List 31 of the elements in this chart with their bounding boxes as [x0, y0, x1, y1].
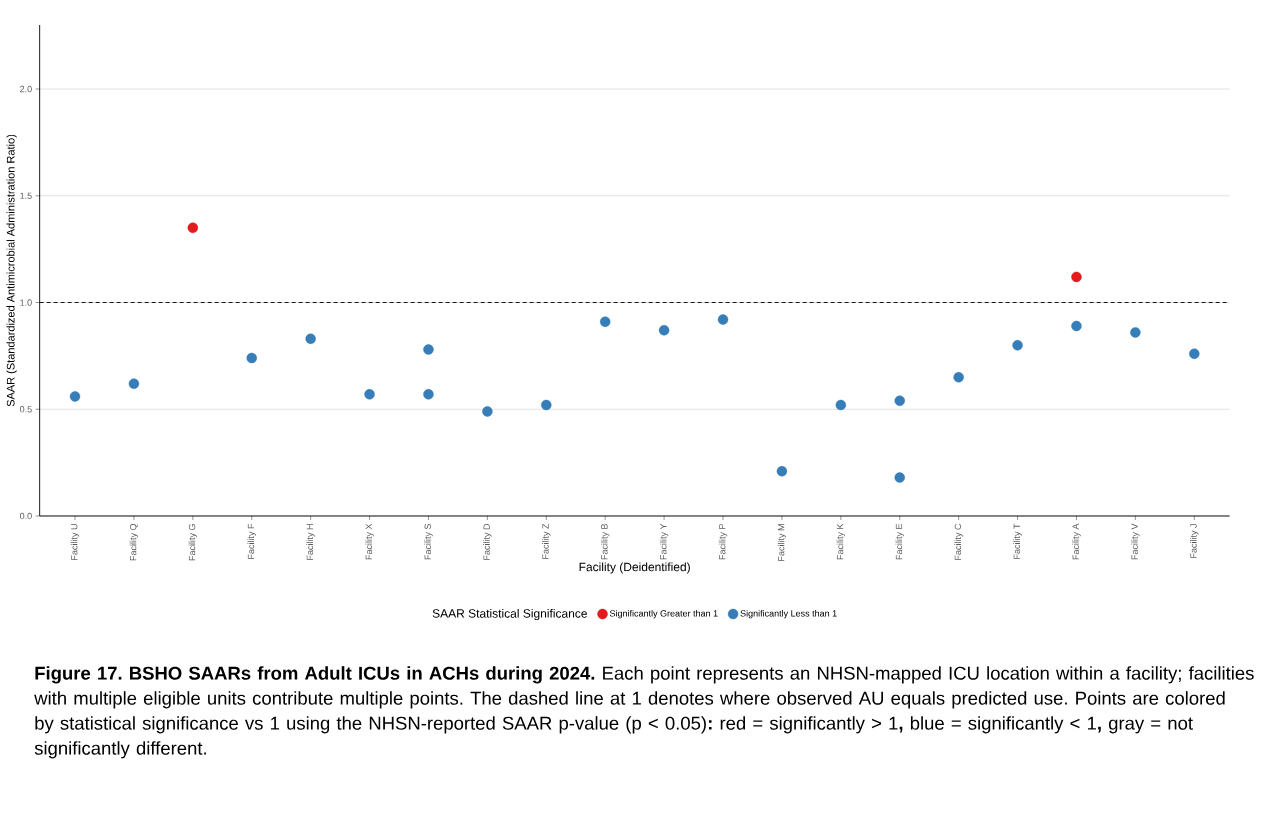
y-tick-label: 2.0 — [20, 85, 32, 93]
x-tick-label: Facility F — [247, 523, 256, 559]
x-tick-label: Facility T — [1013, 523, 1022, 559]
x-tick-label: Facility Z — [542, 523, 551, 559]
x-tick-label: Facility J — [1190, 524, 1199, 558]
x-axis-title: Facility (Deidentified) — [579, 562, 690, 574]
x-tick-label: Facility G — [188, 524, 198, 561]
legend-label: Significantly Less than 1 — [740, 609, 837, 619]
x-tick-label: Facility K — [836, 523, 846, 560]
x-tick-label: Facility Q — [129, 523, 139, 561]
x-tick-label: Facility S — [424, 523, 433, 560]
x-tick-label: Facility X — [365, 523, 374, 560]
x-tick-label: Facility C — [954, 523, 963, 560]
y-axis-title: SAAR (Standardized Antimicrobial Administration Ratio) — [6, 134, 17, 407]
y-tick-label: 1.0 — [20, 299, 32, 306]
y-tick-label: 1.5 — [20, 192, 32, 199]
x-tick-label: Facility D — [483, 523, 492, 560]
legend-label: Significantly Greater than 1 — [609, 609, 718, 619]
y-tick-label: 0.0 — [19, 512, 32, 520]
x-tick-label: Facility E — [895, 523, 904, 560]
y-tick-label: 0.5 — [19, 406, 32, 413]
text: Figure 17. BSHO SAARs from Adult ICUs in ACHs during 2024. Each point represents an NHSN-mapped ICU location within a facility; facilities with multiple eligible units contribute multiple points. The dashed line at 1 denotes where observed AU equals predicted use. Points are colored by statistical significance vs 1 using the NHSN-reported SAAR p-value (p < 0.05): red = significantly > 1, blue = significantly < 1, gray = not significantly different. — [34, 666, 1254, 759]
x-tick-label: Facility U — [70, 524, 80, 560]
x-tick-label: Facility B — [601, 524, 610, 560]
x-tick-label: Facility V — [1131, 523, 1140, 560]
x-tick-label: Facility A — [1072, 523, 1081, 560]
legend-title: SAAR Statistical Significance — [432, 608, 587, 621]
x-tick-label: Facility H — [306, 524, 315, 560]
x-tick-label: Facility M — [777, 524, 787, 561]
x-tick-label: Facility Y — [659, 523, 669, 560]
x-tick-label: Facility P — [718, 524, 728, 560]
